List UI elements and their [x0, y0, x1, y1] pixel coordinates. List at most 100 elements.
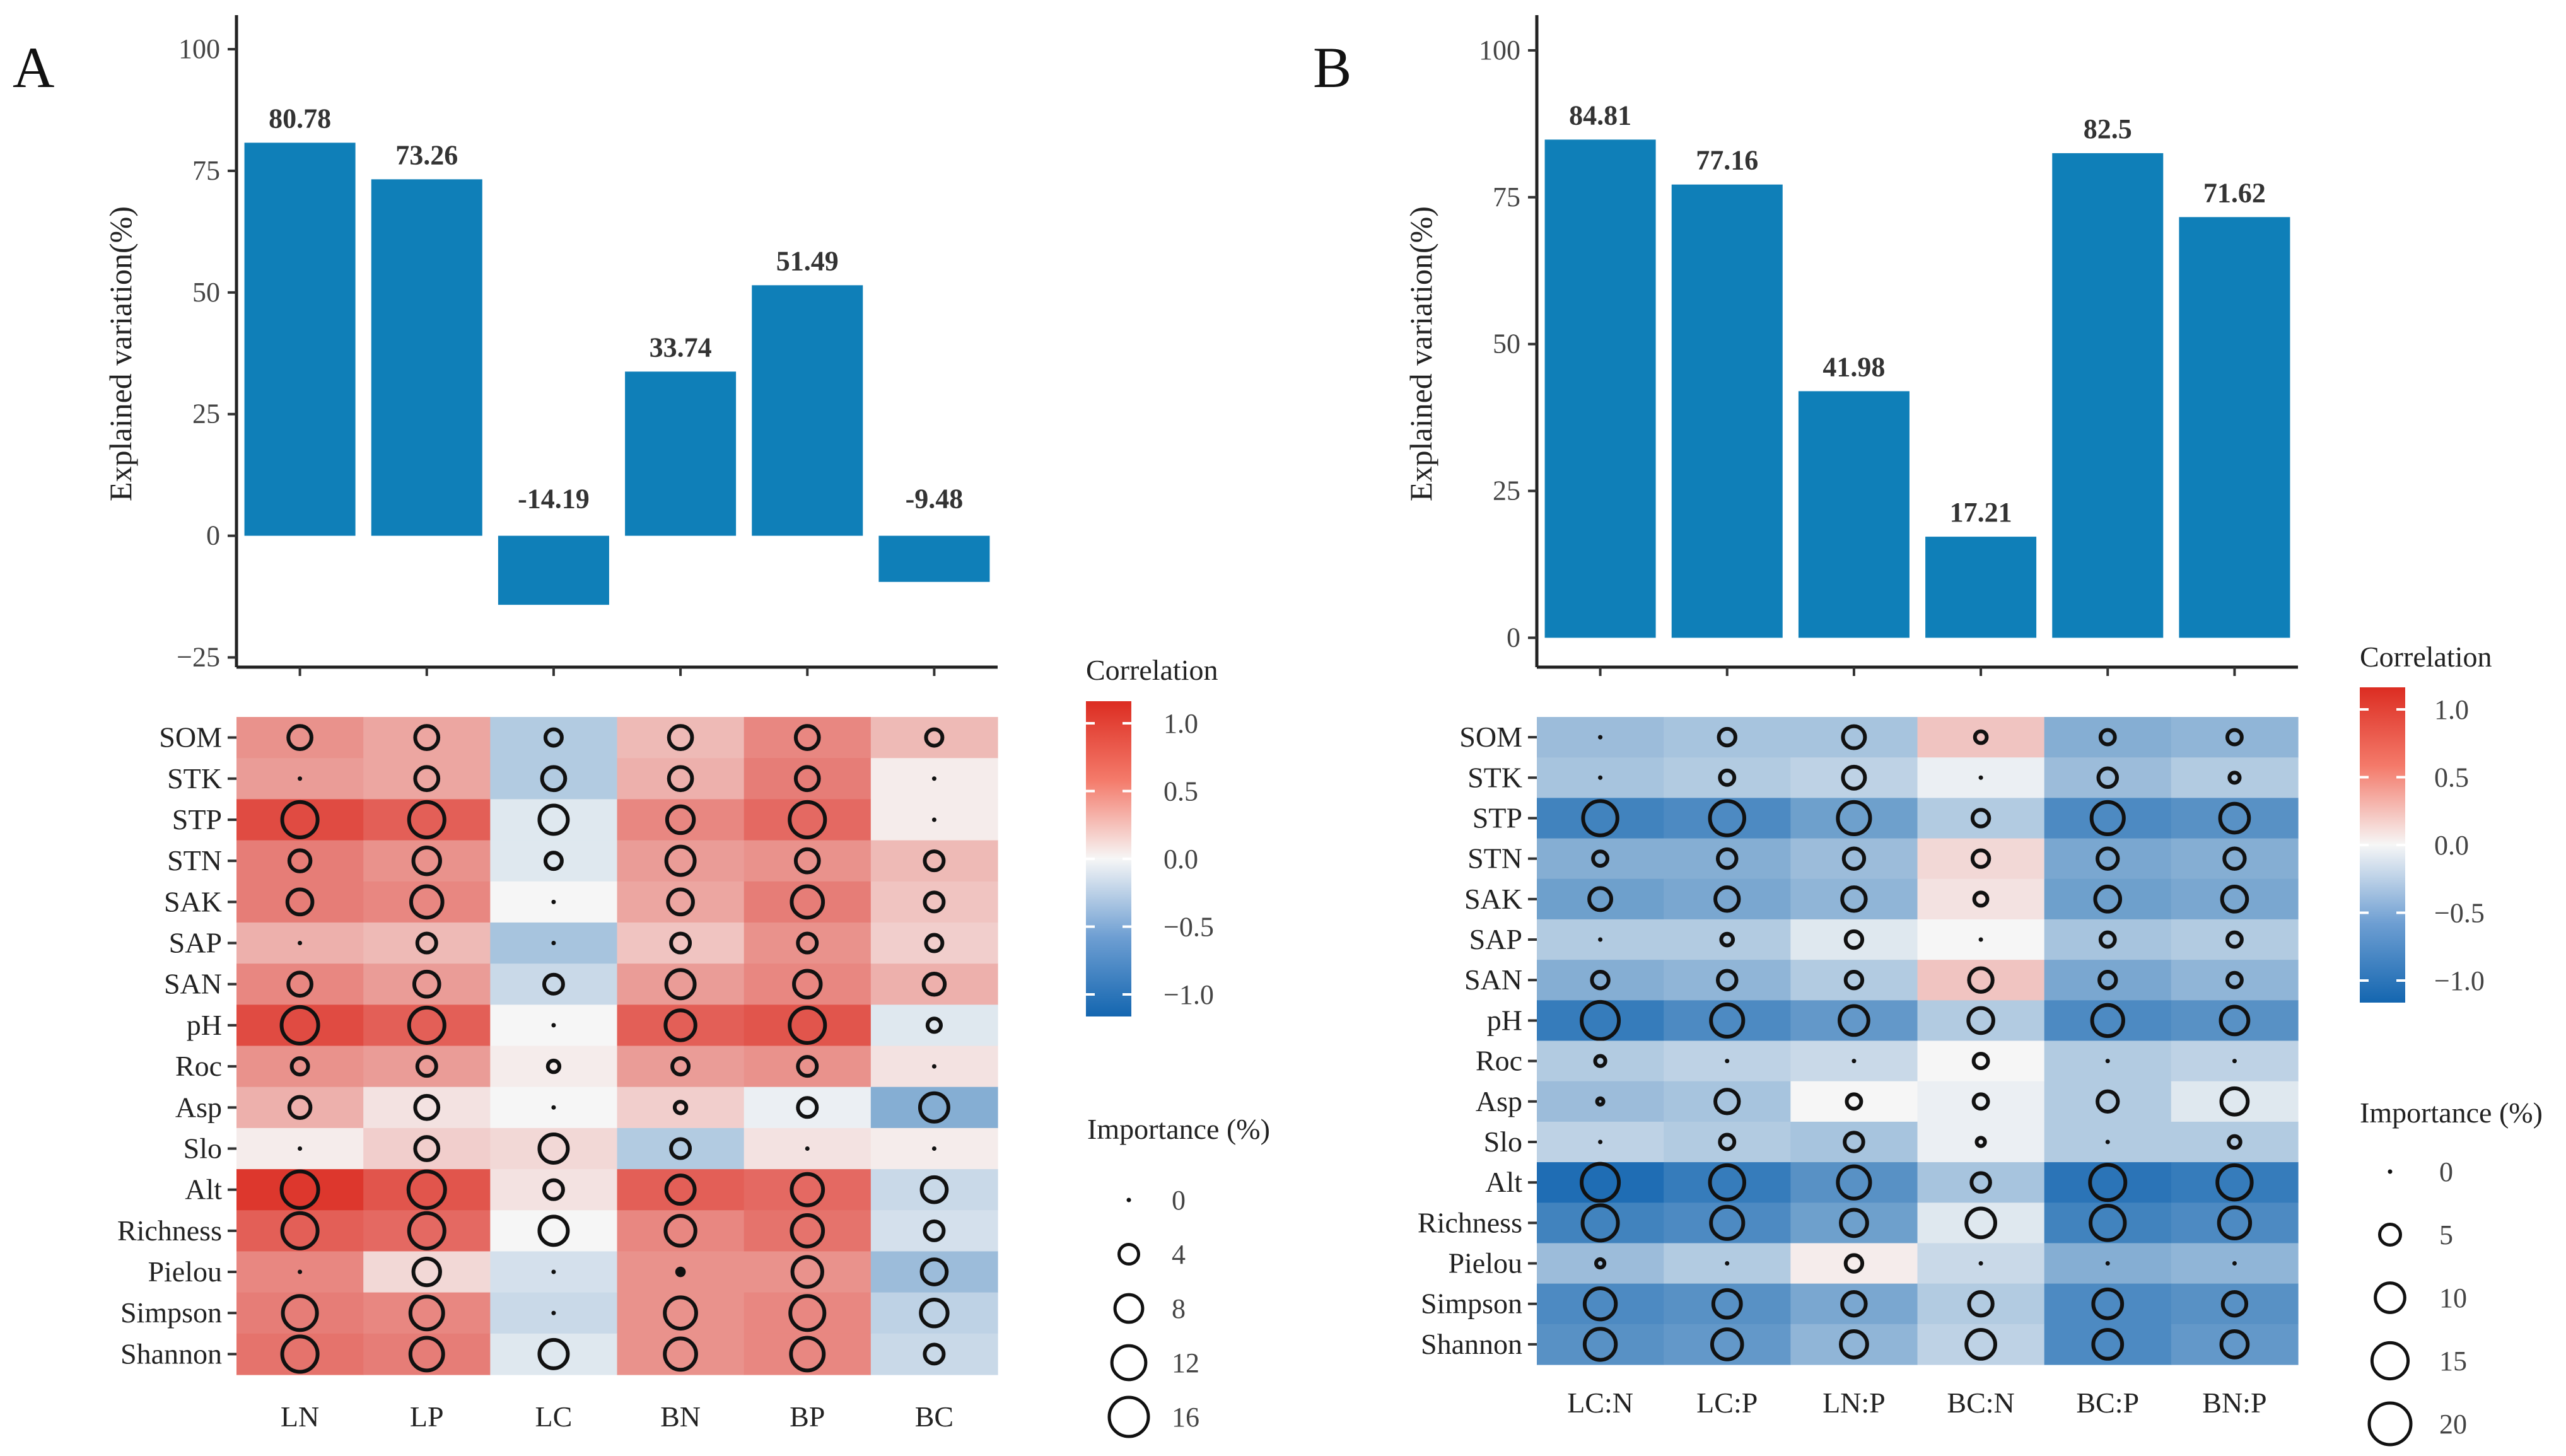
importance-circle [1839, 1208, 1869, 1238]
importance-circle [1591, 849, 1610, 868]
importance-circle [1973, 729, 1989, 745]
importance-circle [675, 1266, 686, 1278]
heatmap-row-label: pH [1487, 1004, 1522, 1036]
heatmap-cell [363, 1086, 491, 1129]
panel-letter: B [1313, 35, 1351, 100]
importance-legend-title: Importance (%) [1087, 1113, 1270, 1145]
importance-circle [415, 1055, 438, 1078]
importance-circle [919, 1175, 949, 1204]
heatmap-cell [363, 717, 491, 759]
heatmap-cell [744, 1045, 872, 1088]
heatmap-cell [1537, 878, 1664, 920]
importance-circle [923, 849, 946, 873]
y-tick-label: 25 [1493, 475, 1520, 506]
y-tick-label: 0 [206, 520, 220, 551]
importance-circle [411, 845, 442, 877]
importance-circle [1582, 1327, 1618, 1362]
heatmap-cell [2044, 838, 2172, 880]
heatmap-cell [1790, 1283, 1918, 1325]
importance-circle [1715, 969, 1739, 991]
importance-circle [672, 1100, 689, 1115]
bar [2052, 153, 2164, 638]
heatmap-cell [1664, 1081, 1791, 1122]
bar-value-label: 17.21 [1950, 497, 2012, 528]
importance-circle [1841, 764, 1867, 791]
importance-circle [279, 1005, 320, 1045]
importance-dot [551, 941, 556, 946]
heatmap-cell [1917, 717, 2045, 758]
heatmap-cell [236, 1333, 364, 1375]
heatmap-cell [2171, 1121, 2299, 1163]
importance-dot [1978, 1261, 1983, 1266]
importance-circle [280, 1211, 320, 1250]
heatmap-cell [1664, 878, 1791, 920]
colorbar-label: −1.0 [2434, 965, 2485, 996]
importance-circle [543, 727, 564, 748]
heatmap-row-label: Pielou [1448, 1247, 1522, 1279]
heatmap-row-label: SAN [1464, 964, 1522, 996]
importance-circle [280, 1334, 320, 1374]
heatmap-cell [363, 1333, 491, 1375]
importance-circle [1709, 1204, 1746, 1241]
heatmap-cell [1664, 1162, 1791, 1203]
importance-circle [415, 931, 438, 955]
importance-circle [2091, 1328, 2125, 1361]
bar-value-label: 33.74 [650, 332, 712, 363]
bar [752, 285, 863, 536]
heatmap-row-label: STN [167, 844, 222, 877]
heatmap-cell [1917, 1121, 2045, 1163]
importance-circle [1708, 799, 1746, 837]
heatmap-row-label: STN [1467, 842, 1522, 875]
importance-circle [1593, 1054, 1607, 1068]
heatmap-row-label: STK [167, 762, 222, 795]
heatmap-cell [1664, 717, 1791, 758]
heatmap-cell [617, 1045, 745, 1088]
importance-circle [790, 884, 825, 920]
heatmap-cell [744, 1292, 872, 1334]
importance-circle [2089, 1204, 2127, 1242]
importance-legend-label: 5 [2439, 1220, 2453, 1250]
heatmap-row-label: SAP [1469, 923, 1522, 955]
heatmap-cell [490, 964, 618, 1005]
importance-circle [1964, 1328, 1997, 1361]
bar-value-label: 51.49 [776, 245, 839, 276]
bar-value-label: -9.48 [906, 484, 964, 515]
heatmap-row-label: SAK [164, 885, 222, 917]
importance-circle [1843, 1253, 1865, 1274]
importance-circle [2219, 1005, 2251, 1037]
heatmap-cell [1790, 838, 1918, 880]
heatmap-cell [236, 1292, 364, 1334]
importance-circle [664, 844, 697, 877]
importance-circle [2088, 1163, 2128, 1203]
heatmap-cell [1790, 960, 1918, 1001]
importance-circle [408, 1336, 445, 1373]
heatmap-cell [1917, 1081, 2045, 1122]
importance-circle [919, 1257, 949, 1286]
importance-dot [1598, 735, 1603, 740]
heatmap-cell [2044, 919, 2172, 960]
importance-legend-circle [2367, 1401, 2413, 1447]
heatmap-cell [2044, 1203, 2172, 1244]
importance-legend-circle [1117, 1243, 1140, 1266]
importance-circle [789, 1336, 826, 1373]
y-tick-label: 50 [1493, 329, 1520, 359]
heatmap-cell [870, 717, 998, 759]
heatmap-cell [2044, 1162, 2172, 1203]
importance-circle [281, 1294, 319, 1332]
bar [244, 143, 356, 536]
importance-circle [793, 847, 821, 875]
importance-circle [2090, 1003, 2125, 1039]
importance-dot [1598, 937, 1603, 942]
colorbar-label: −1.0 [1163, 979, 1214, 1010]
importance-dot [1725, 1261, 1730, 1266]
importance-dot [298, 1269, 303, 1274]
importance-legend-circle [1107, 1395, 1150, 1438]
heatmap-row-label: Alt [1485, 1166, 1522, 1198]
importance-circle [925, 1016, 943, 1034]
heatmap-cell [236, 964, 364, 1005]
heatmap-cell [2044, 717, 2172, 758]
importance-circle [2096, 846, 2120, 871]
bar-value-label: 41.98 [1822, 351, 1885, 382]
importance-circle [919, 1298, 950, 1329]
